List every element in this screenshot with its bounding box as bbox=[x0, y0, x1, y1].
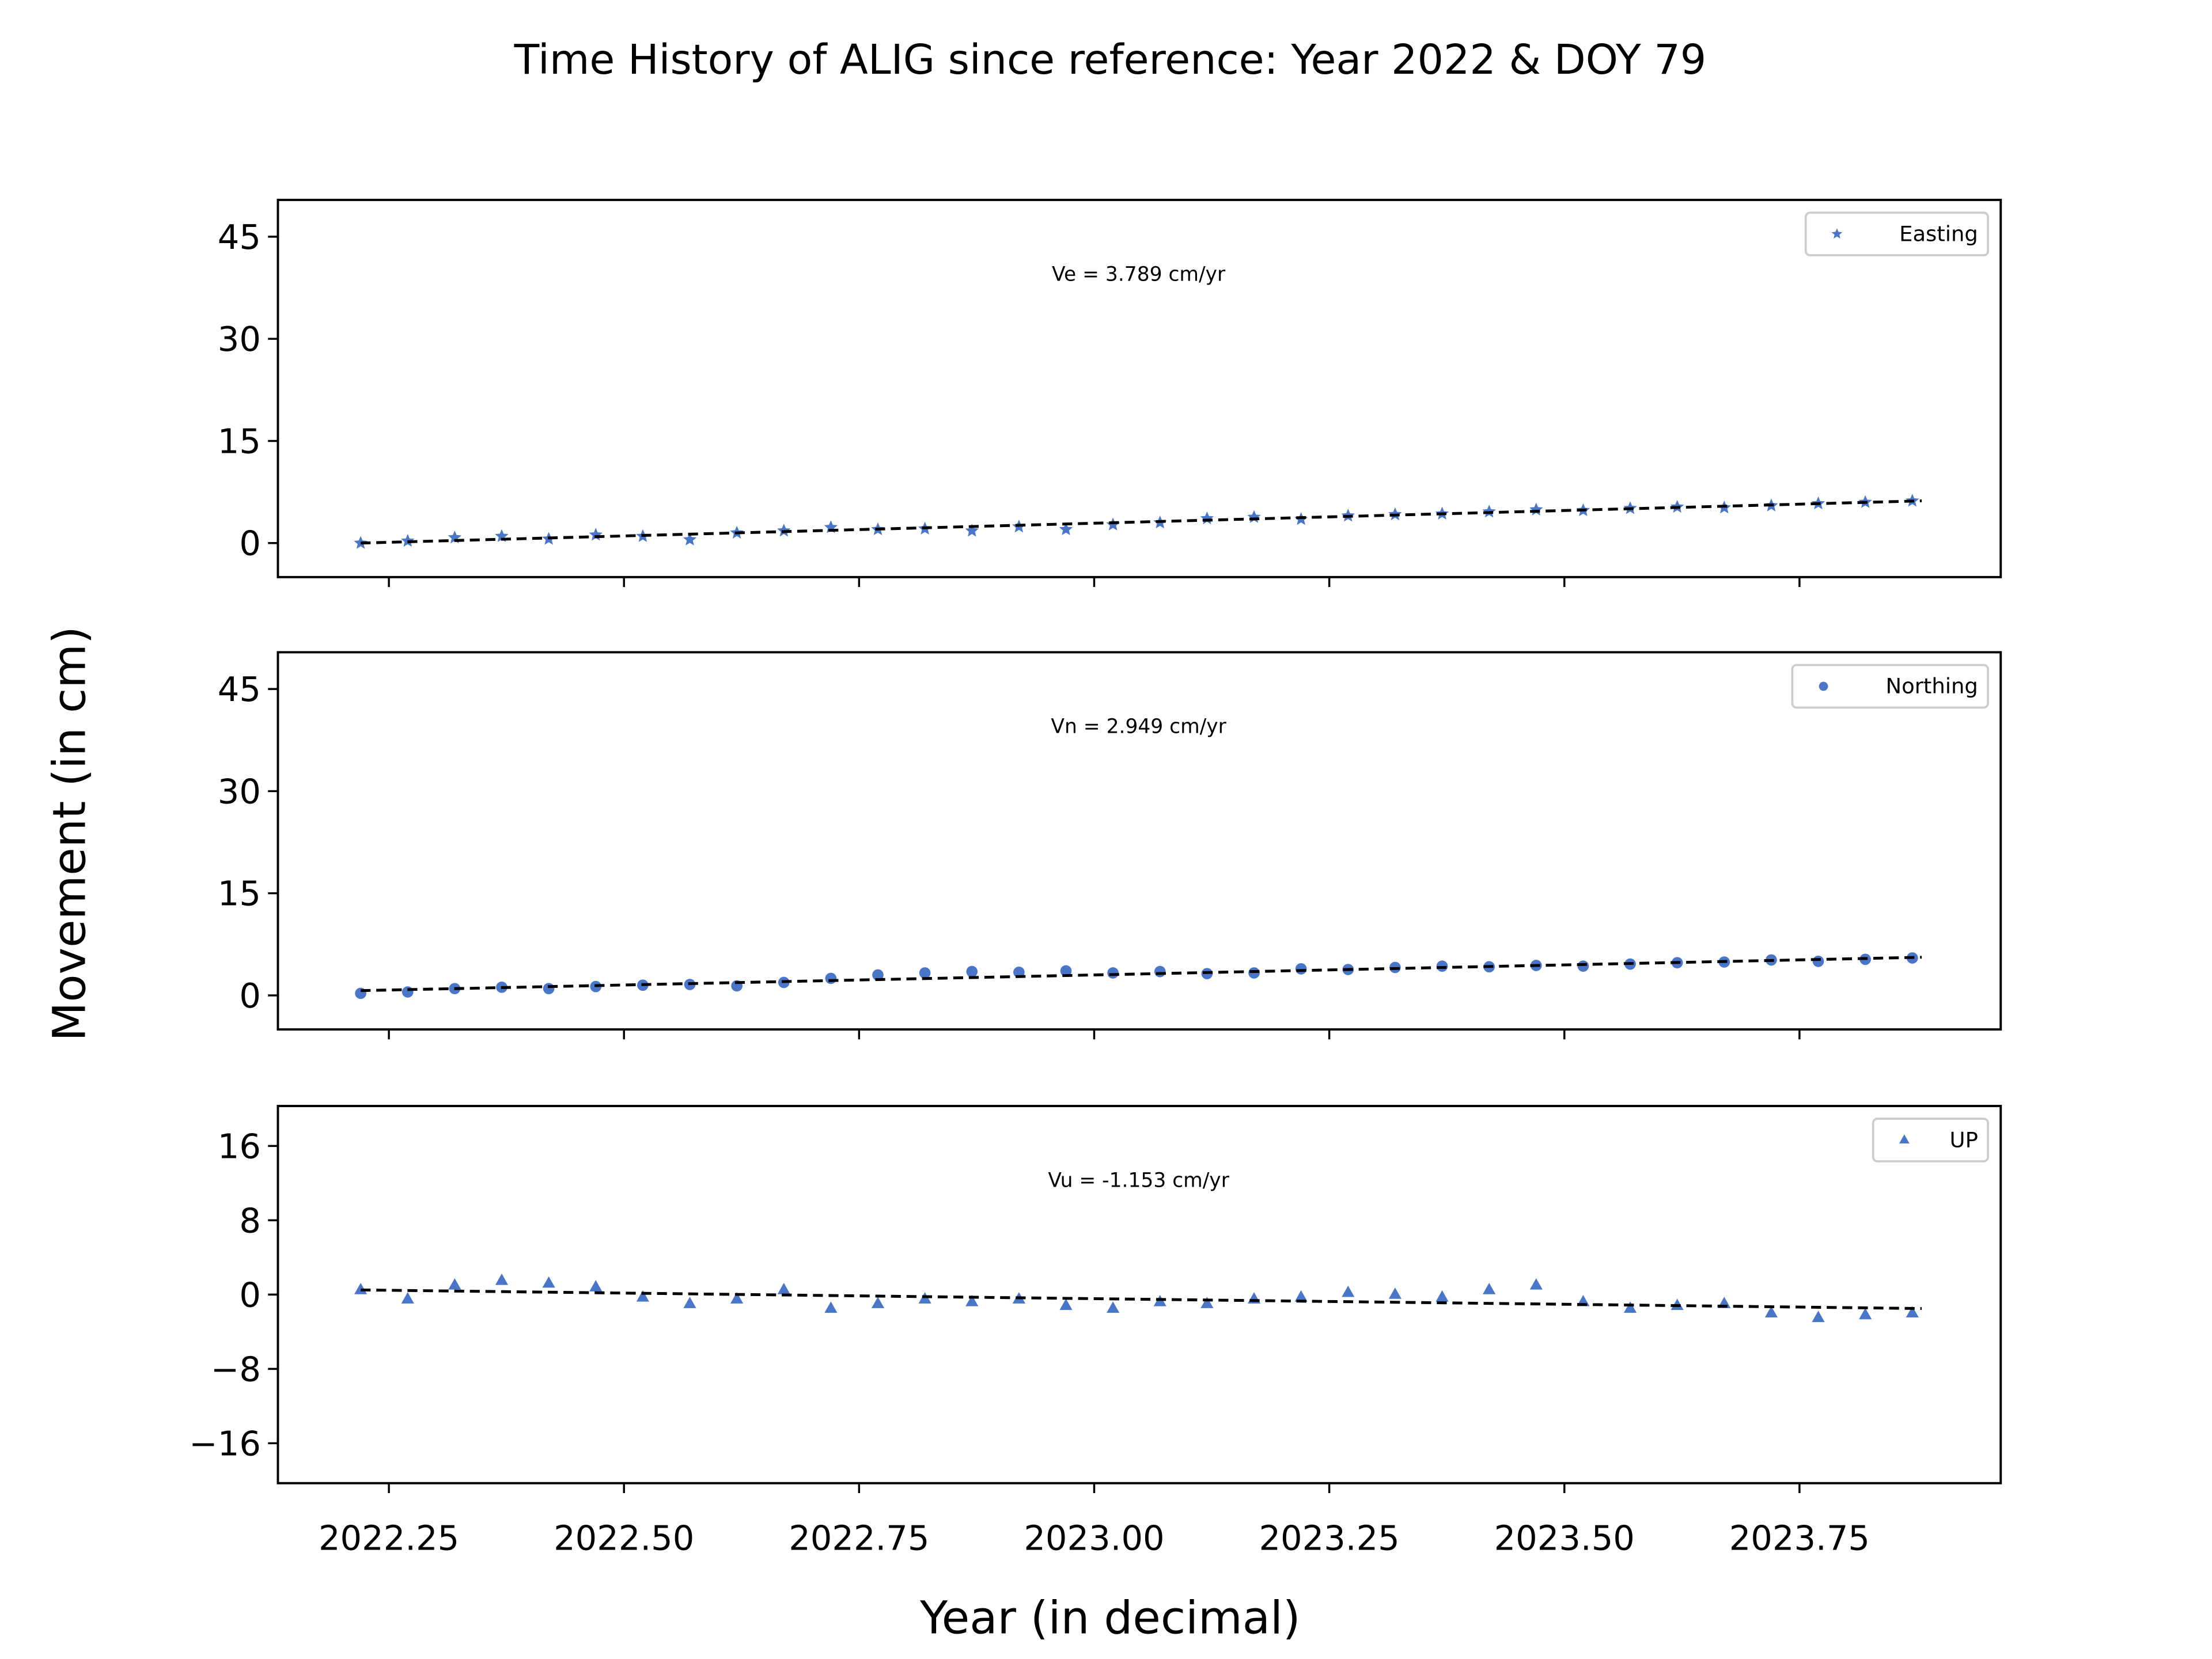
data-point bbox=[966, 965, 978, 978]
data-point bbox=[401, 533, 415, 547]
y-tick-label: 45 bbox=[218, 669, 261, 709]
data-point bbox=[1529, 1278, 1543, 1290]
data-point bbox=[1154, 965, 1166, 978]
plot-area bbox=[276, 1105, 2002, 1484]
y-tick-label: 30 bbox=[218, 771, 261, 811]
data-point bbox=[683, 532, 697, 546]
legend-box bbox=[1872, 1118, 1989, 1162]
y-tick-label: 0 bbox=[239, 976, 261, 1016]
legend-box bbox=[1791, 664, 1989, 709]
data-point bbox=[1107, 967, 1119, 979]
plot-area bbox=[276, 199, 2002, 578]
data-point bbox=[1812, 1310, 1825, 1323]
data-point bbox=[871, 1297, 885, 1308]
data-point bbox=[1388, 1287, 1402, 1299]
y-tick-label: −16 bbox=[189, 1423, 261, 1463]
data-point bbox=[1342, 1285, 1355, 1297]
data-point bbox=[965, 524, 979, 537]
x-tick-label: 2022.75 bbox=[789, 1518, 929, 1558]
y-tick-label: 30 bbox=[218, 319, 261, 359]
legend-box bbox=[1804, 211, 1989, 256]
x-tick-label: 2023.75 bbox=[1729, 1518, 1870, 1558]
data-point bbox=[777, 524, 791, 537]
x-tick-label: 2022.50 bbox=[554, 1518, 694, 1558]
x-axis-label: Year (in decimal) bbox=[919, 1592, 1300, 1645]
data-point bbox=[1107, 1301, 1120, 1313]
data-point bbox=[589, 1280, 603, 1291]
data-point bbox=[636, 1290, 649, 1302]
data-point bbox=[1060, 965, 1072, 977]
y-tick-label: −8 bbox=[211, 1349, 261, 1389]
data-point bbox=[1483, 1283, 1496, 1294]
trend-line bbox=[361, 956, 1922, 993]
y-tick-label: 8 bbox=[239, 1200, 261, 1240]
y-tick-label: 16 bbox=[218, 1126, 261, 1166]
data-point bbox=[1577, 960, 1589, 972]
data-point bbox=[542, 1276, 555, 1288]
annotation: Vn = 2.949 cm/yr bbox=[1051, 715, 1226, 738]
data-point bbox=[824, 1301, 838, 1313]
legend-label: UP bbox=[1950, 1127, 1978, 1152]
data-point bbox=[1435, 1290, 1449, 1302]
data-point bbox=[683, 1297, 696, 1308]
x-tick-label: 2023.50 bbox=[1494, 1518, 1635, 1558]
trend-line bbox=[361, 1288, 1922, 1310]
data-point bbox=[495, 1273, 509, 1285]
data-point bbox=[1294, 1290, 1308, 1302]
data-point bbox=[401, 1292, 414, 1304]
data-point bbox=[1906, 1306, 1919, 1318]
legend-marker bbox=[1819, 681, 1828, 691]
x-tick-label: 2023.25 bbox=[1259, 1518, 1399, 1558]
y-axis-label: Movement (in cm) bbox=[43, 626, 96, 1041]
figure-title: Time History of ALIG since reference: Ye… bbox=[514, 36, 1707, 84]
legend-label: Easting bbox=[1899, 221, 1978, 246]
x-tick-label: 2023.00 bbox=[1024, 1518, 1164, 1558]
y-tick-label: 45 bbox=[218, 217, 261, 257]
y-tick-label: 15 bbox=[218, 874, 261, 914]
legend-marker bbox=[1899, 1134, 1910, 1143]
data-point bbox=[1059, 522, 1073, 536]
data-point bbox=[919, 967, 931, 979]
data-point bbox=[402, 986, 414, 998]
data-point bbox=[1859, 1308, 1872, 1320]
legend-label: Northing bbox=[1886, 674, 1978, 699]
annotation: Ve = 3.789 cm/yr bbox=[1052, 263, 1226, 286]
data-point bbox=[1623, 1301, 1637, 1313]
y-tick-label: 15 bbox=[218, 421, 261, 461]
x-tick-label: 2022.25 bbox=[319, 1518, 459, 1558]
data-point bbox=[777, 1283, 790, 1294]
y-tick-label: 0 bbox=[239, 1275, 261, 1315]
data-point bbox=[543, 983, 555, 995]
data-point bbox=[1482, 505, 1496, 518]
plot-area bbox=[276, 651, 2002, 1031]
data-point bbox=[872, 969, 884, 981]
data-point bbox=[1295, 963, 1307, 975]
data-point bbox=[1200, 1297, 1214, 1308]
legend-marker bbox=[1831, 228, 1843, 239]
data-point bbox=[965, 1294, 979, 1306]
annotation: Vu = -1.153 cm/yr bbox=[1048, 1169, 1229, 1192]
data-point bbox=[825, 972, 837, 984]
data-point bbox=[448, 1278, 461, 1290]
data-point bbox=[730, 1292, 744, 1304]
data-point bbox=[1059, 1298, 1073, 1310]
data-point bbox=[1764, 1306, 1778, 1318]
y-tick-label: 0 bbox=[239, 524, 261, 563]
trend-line bbox=[361, 499, 1922, 545]
data-point bbox=[1812, 956, 1824, 967]
